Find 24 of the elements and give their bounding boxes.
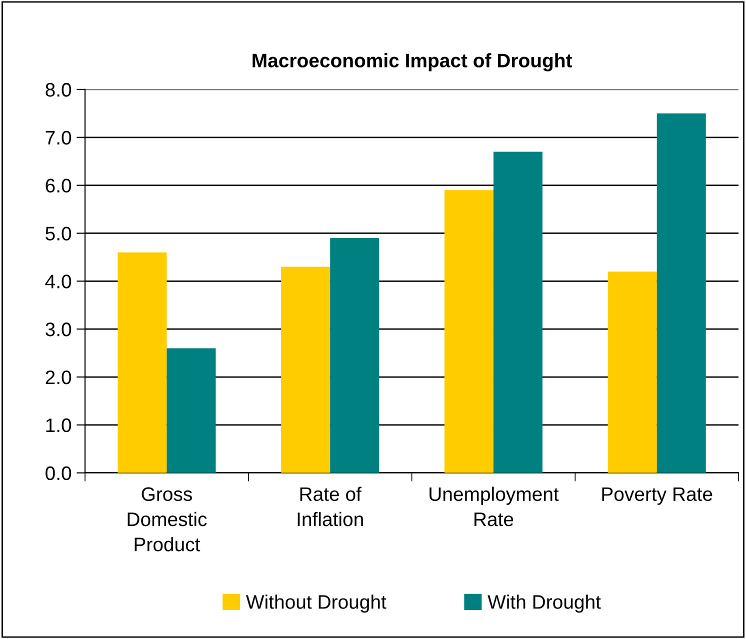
bar [281,266,330,473]
y-tick-label: 8.0 [46,82,72,97]
y-tick-label: 4.0 [45,274,72,288]
x-tick-label: Poverty Rate [602,487,712,505]
chart-title: Macroeconomic Impact of Drought [252,53,572,72]
y-tick-label: 5.0 [46,226,72,240]
bar [330,238,380,473]
legend-label: With Drought [488,594,601,613]
bar [608,272,657,473]
x-tick-label: Gross Domestic Product [128,487,207,552]
y-tick-label: 1.0 [46,418,72,432]
bar [118,252,167,473]
bar [444,190,494,473]
bar [656,113,706,473]
legend-label: Without Drought [246,594,386,613]
y-tick-label: 3.0 [46,322,72,336]
x-tick-label: Rate of Inflation [298,486,363,526]
y-tick-label: 0.0 [46,466,72,480]
bar [493,152,542,473]
y-tick-label: 7.0 [46,130,72,145]
x-tick-label: Unemployment Rate [430,486,559,526]
bar [166,348,216,473]
y-tick-label: 6.0 [46,178,72,193]
y-tick-label: 2.0 [46,370,72,384]
